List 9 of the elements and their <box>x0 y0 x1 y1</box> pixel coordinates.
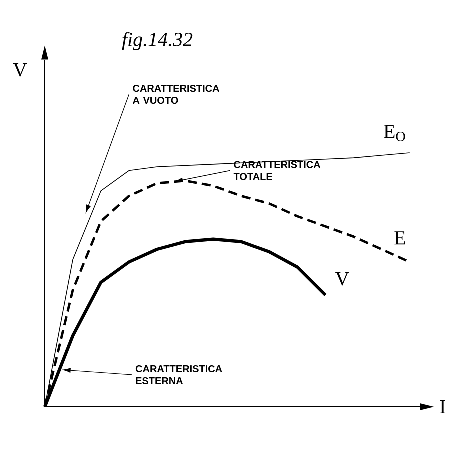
chart-title: fig.14.32 <box>122 32 193 50</box>
x-axis-title: I <box>440 400 446 414</box>
annotation: CARATTERISTICA ESTERNA <box>136 365 223 385</box>
annotation: CARATTERISTICA TOTALE <box>234 161 321 180</box>
series-label: E$_{O}$ <box>384 125 406 142</box>
text: CARATTERISTICA A VUOTO <box>133 85 220 104</box>
series-label: E <box>394 232 406 245</box>
series-label: V <box>336 272 350 286</box>
y-axis-title: V <box>13 64 28 77</box>
